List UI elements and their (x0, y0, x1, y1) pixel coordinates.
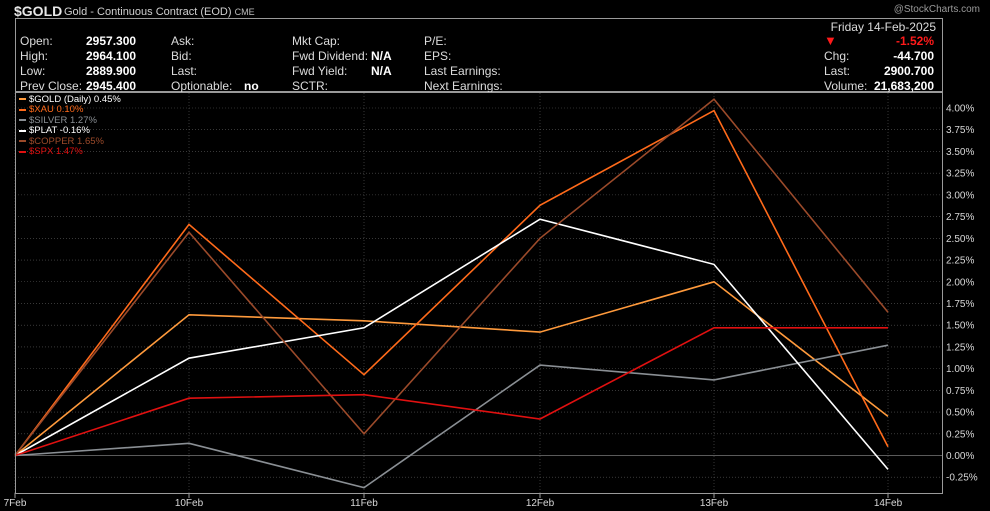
legend-label: $SPX 1.47% (29, 146, 83, 158)
fwd-dividend-label: Fwd Dividend: (292, 49, 369, 63)
sctr-label: SCTR: (292, 79, 328, 93)
eps-label: EPS: (424, 49, 452, 63)
optionable-value: no (244, 79, 259, 93)
low-label: Low: (20, 64, 46, 78)
last-price-value: 2900.700 (883, 64, 934, 78)
watermark: @StockCharts.com (893, 4, 980, 15)
ask-label: Ask: (171, 34, 195, 48)
low-value: 2889.900 (86, 64, 137, 78)
quote-panel: Open: 2957.300 High: 2964.100 Low: 2889.… (15, 18, 943, 93)
y-tick-label: 1.75% (946, 299, 974, 310)
plot-area (15, 92, 943, 494)
last-label: Last: (171, 64, 198, 78)
legend-swatch (19, 119, 26, 122)
open-value: 2957.300 (86, 34, 137, 48)
y-tick-label: 3.50% (946, 147, 974, 158)
chg-value: -44.700 (893, 49, 934, 63)
bid-label: Bid: (171, 49, 192, 63)
chart-description: Gold - Continuous Contract (EOD) CME (64, 6, 255, 18)
legend-label: $SILVER 1.27% (29, 114, 97, 126)
y-tick-label: 0.75% (946, 386, 974, 397)
y-tick-label: 0.25% (946, 429, 974, 440)
series-line-5 (14, 326, 888, 457)
next-earnings-label: Next Earnings: (424, 79, 503, 93)
series-line-3 (14, 218, 889, 470)
series-line-2 (14, 344, 889, 489)
last-earnings-label: Last Earnings: (424, 64, 501, 78)
legend-swatch (19, 140, 26, 143)
chart-legend: $GOLD (Daily) 0.45% $XAU 0.10% $SILVER 1.2… (19, 94, 121, 158)
legend-label: $PLAT -0.16% (29, 125, 90, 137)
legend-item: $COPPER 1.65% (19, 135, 121, 147)
series-line-0 (14, 280, 889, 457)
high-label: High: (20, 49, 49, 63)
legend-item: $XAU 0.10% (19, 105, 121, 115)
y-tick-label: 2.50% (946, 234, 974, 245)
down-arrow-icon: ▼ (824, 33, 837, 48)
y-tick-label: 1.00% (946, 364, 974, 375)
y-tick-label: 4.00% (946, 104, 974, 115)
high-value: 2964.100 (86, 49, 137, 63)
prev-close-value: 2945.400 (86, 79, 137, 93)
legend-item: $GOLD (Daily) 0.45% (19, 94, 121, 105)
legend-item: $SILVER 1.27% (19, 114, 121, 126)
x-tick-label: 7Feb (4, 498, 27, 509)
legend-label: $XAU 0.10% (29, 104, 84, 116)
y-tick-label: 3.00% (946, 190, 974, 201)
legend-item: $PLAT -0.16% (19, 126, 121, 136)
fwd-dividend-value: N/A (371, 49, 392, 63)
x-tick-label: 13Feb (700, 498, 729, 509)
y-tick-label: 2.75% (946, 212, 974, 223)
series-line-4 (14, 98, 889, 456)
pe-label: P/E: (424, 34, 447, 48)
mkt-cap-label: Mkt Cap: (292, 34, 341, 48)
x-tick-label: 14Feb (874, 498, 903, 509)
legend-item: $SPX 1.47% (19, 146, 121, 158)
optionable-label: Optionable: (171, 79, 233, 93)
volume-label: Volume: (824, 79, 868, 93)
legend-swatch (19, 108, 26, 111)
prev-close-label: Prev Close: (20, 79, 83, 93)
legend-swatch (19, 129, 26, 132)
last-price-label: Last: (824, 64, 851, 78)
quote-date: Friday 14-Feb-2025 (830, 20, 936, 34)
x-tick-label: 10Feb (175, 498, 204, 509)
y-tick-label: -0.25% (946, 473, 978, 484)
legend-swatch (19, 150, 26, 153)
legend-label: $COPPER 1.65% (29, 135, 104, 147)
x-tick-label: 11Feb (350, 498, 378, 509)
series-line-1 (14, 109, 889, 456)
description-text: Gold - Continuous Contract (EOD) (64, 6, 232, 18)
legend-swatch (19, 98, 26, 101)
x-tick-label: 12Feb (526, 498, 555, 509)
fwd-yield-value: N/A (371, 64, 392, 78)
chg-label: Chg: (824, 49, 850, 63)
legend-label: $GOLD (Daily) 0.45% (29, 94, 121, 105)
y-tick-label: 0.50% (946, 408, 974, 419)
pct-change-value: -1.52% (895, 34, 934, 48)
volume-value: 21,683,200 (873, 79, 934, 93)
chart-symbol: $GOLD (14, 3, 63, 19)
fwd-yield-label: Fwd Yield: (292, 64, 348, 78)
y-tick-label: 2.25% (946, 256, 974, 267)
y-tick-label: 3.75% (946, 125, 974, 136)
y-tick-label: 2.00% (946, 277, 974, 288)
open-label: Open: (20, 34, 53, 48)
y-tick-label: 1.25% (946, 342, 974, 353)
y-tick-label: 3.25% (946, 169, 974, 180)
y-tick-label: 1.50% (946, 321, 974, 332)
exchange-label: CME (234, 7, 255, 17)
y-tick-label: 0.00% (946, 451, 974, 462)
